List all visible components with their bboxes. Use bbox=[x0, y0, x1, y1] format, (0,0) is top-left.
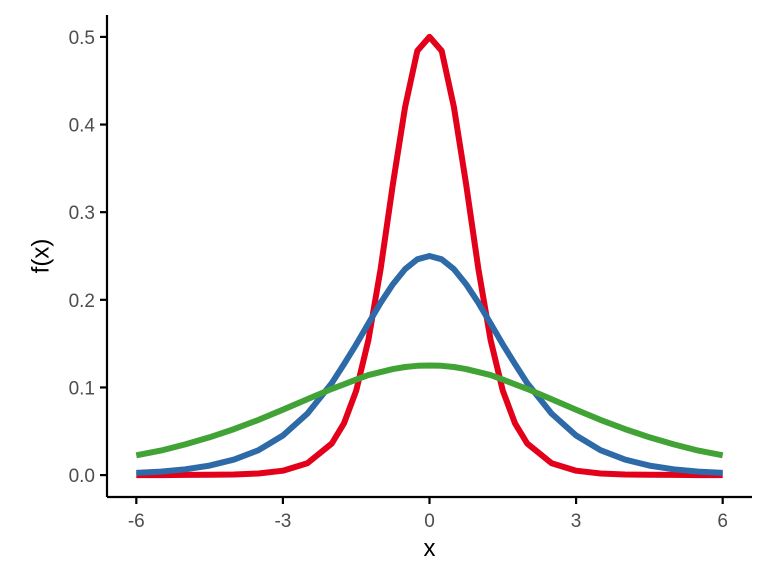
x-tick-label: -6 bbox=[128, 511, 145, 532]
series-layer bbox=[135, 33, 724, 479]
y-tick-label: 0.0 bbox=[69, 466, 95, 487]
x-axis-ticks: -6 -3 0 3 6 bbox=[128, 497, 728, 532]
series-line-3 bbox=[135, 362, 724, 459]
y-tick-label: 0.1 bbox=[69, 378, 95, 399]
x-tick-label: -3 bbox=[274, 511, 291, 532]
series-line-2 bbox=[136, 253, 723, 476]
y-tick-label: 0.5 bbox=[69, 28, 95, 49]
x-tick-label: 0 bbox=[424, 511, 435, 532]
y-tick-label: 0.2 bbox=[69, 291, 95, 312]
series-line-1 bbox=[136, 33, 723, 479]
y-tick-label: 0.3 bbox=[69, 203, 95, 224]
x-axis-title: x bbox=[424, 535, 436, 562]
x-tick-label: 3 bbox=[571, 511, 582, 532]
y-axis-ticks: 0.0 0.1 0.2 0.3 0.4 0.5 bbox=[69, 28, 107, 487]
y-axis-title: f(x) bbox=[27, 239, 54, 274]
y-tick-label: 0.4 bbox=[69, 116, 96, 137]
x-tick-label: 6 bbox=[717, 511, 728, 532]
